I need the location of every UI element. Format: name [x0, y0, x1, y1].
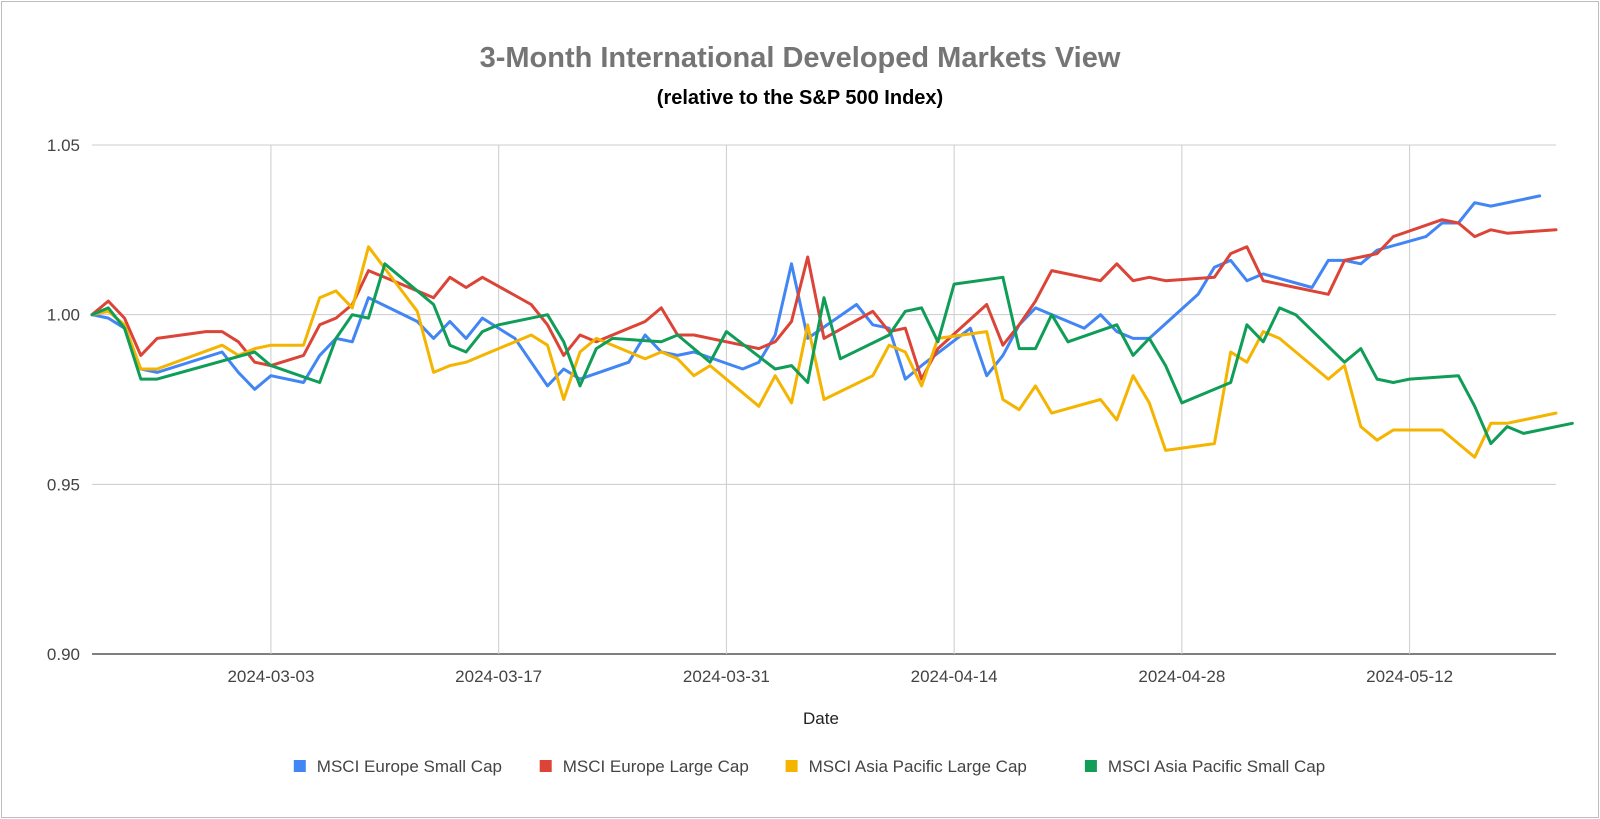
legend-swatch [785, 760, 798, 772]
y-tick-label: 1.05 [47, 136, 80, 155]
x-tick-label: 2024-03-17 [455, 667, 542, 686]
x-axis-label: Date [803, 709, 839, 728]
y-tick-label: 0.90 [47, 645, 80, 664]
legend-swatch [293, 760, 306, 772]
x-axis-ticks: 2024-03-03 2024-03-17 2024-03-31 2024-04-14… [227, 667, 1453, 686]
x-tick-label: 2024-03-31 [683, 667, 770, 686]
x-tick-label: 2024-05-12 [1366, 667, 1453, 686]
x-tick-label: 2024-04-28 [1138, 667, 1225, 686]
legend-swatch [1084, 760, 1097, 772]
legend-label: MSCI Asia Pacific Small Cap [1108, 757, 1325, 776]
series-lines [90, 194, 1574, 459]
legend-label: MSCI Asia Pacific Large Cap [809, 757, 1027, 776]
series-line [90, 194, 1542, 391]
x-tick-label: 2024-03-03 [227, 667, 314, 686]
legend-swatch [539, 760, 552, 772]
legend-label: MSCI Europe Small Cap [317, 757, 502, 776]
legend-label: MSCI Europe Large Cap [563, 757, 749, 776]
chart-subtitle: (relative to the S&P 500 Index) [657, 87, 943, 109]
series-line [90, 218, 1558, 381]
chart-title: 3-Month International Developed Markets … [480, 42, 1121, 74]
legend: MSCI Europe Small Cap MSCI Europe Large C… [293, 757, 1325, 776]
y-tick-label: 1.00 [47, 306, 80, 325]
y-tick-label: 0.95 [47, 475, 80, 494]
series-line [90, 262, 1574, 446]
y-axis-ticks: 0.90 0.95 1.00 1.05 [47, 136, 80, 664]
series-line [90, 245, 1558, 459]
x-tick-label: 2024-04-14 [911, 667, 998, 686]
